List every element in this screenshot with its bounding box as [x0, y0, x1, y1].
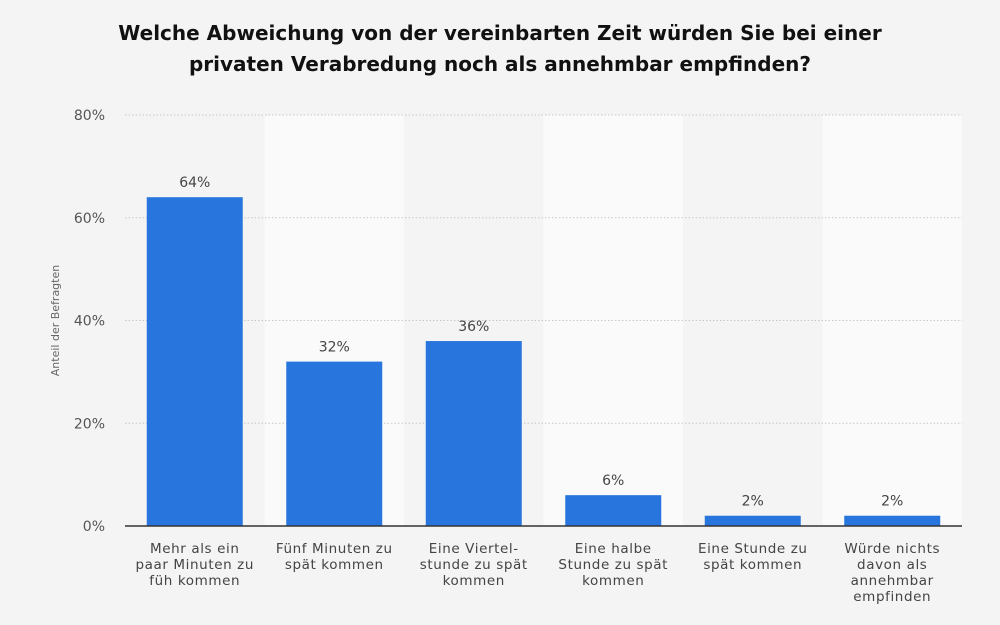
x-tick-label: Fünf Minuten zu spät kommen: [276, 541, 393, 573]
chart-title-line-1: Welche Abweichung von der vereinbarten Z…: [118, 21, 882, 45]
bar: [704, 515, 801, 526]
data-label: 64%: [179, 175, 210, 191]
x-tick-label: Würde nichts davon als annehmbar empfinden: [844, 541, 940, 605]
bar: [844, 515, 941, 526]
data-label: 32%: [319, 340, 350, 356]
y-tick-label: 60%: [74, 211, 105, 227]
plot-band: [543, 115, 683, 526]
chart-title-line-2: privaten Verabredung noch als annehmbar …: [188, 52, 812, 76]
bar: [565, 495, 662, 526]
data-label: 36%: [458, 319, 489, 335]
data-label: 2%: [881, 494, 903, 510]
y-tick-label: 40%: [74, 314, 105, 330]
chart-title: Welche Abweichung von der vereinbarten Z…: [0, 18, 1000, 80]
bar: [425, 341, 522, 526]
bar: [146, 197, 243, 526]
x-tick-label: Eine Stunde zu spät kommen: [698, 541, 808, 573]
y-axis-title: Anteil der Befragten: [49, 265, 62, 376]
y-tick-label: 20%: [74, 416, 105, 432]
x-tick-label: Eine Viertel-stunde zu spät kommen: [420, 541, 528, 589]
x-tick-label: Eine halbe Stunde zu spät kommen: [558, 541, 668, 589]
bar: [286, 361, 383, 526]
y-tick-label: 0%: [83, 519, 105, 535]
y-tick-label: 80%: [74, 108, 105, 124]
data-label: 6%: [602, 473, 624, 489]
data-label: 2%: [742, 494, 764, 510]
x-tick-label: Mehr als ein paar Minuten zu füh kommen: [135, 541, 254, 589]
